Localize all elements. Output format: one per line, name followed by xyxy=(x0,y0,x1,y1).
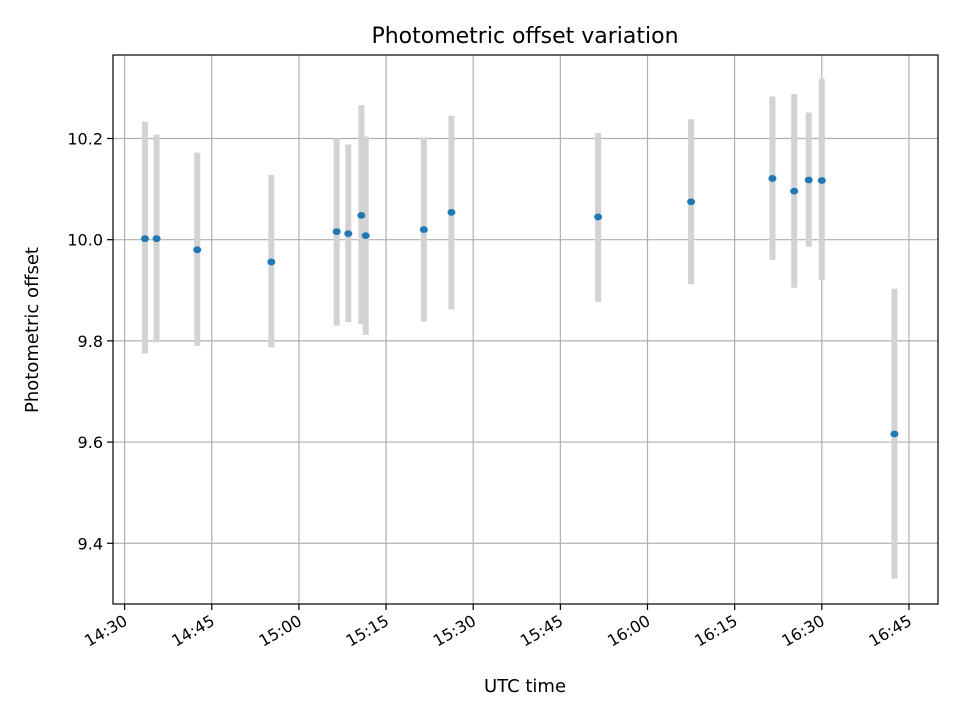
x-tick-label: 16:30 xyxy=(778,611,827,651)
data-point xyxy=(419,226,428,233)
y-tick-label: 10.0 xyxy=(67,231,103,250)
data-point xyxy=(193,246,202,254)
x-tick-label: 16:45 xyxy=(866,611,915,651)
x-tick-label: 16:15 xyxy=(691,611,740,651)
data-point xyxy=(140,235,149,243)
data-point xyxy=(357,211,366,219)
data-point xyxy=(152,235,161,243)
x-axis-title: UTC time xyxy=(484,676,566,697)
data-point xyxy=(687,198,696,206)
data-point xyxy=(447,208,456,216)
data-point xyxy=(267,258,276,266)
data-point xyxy=(361,232,370,240)
data-point xyxy=(332,228,341,235)
y-axis-title: Photometric offset xyxy=(22,247,43,413)
x-tick-label: 15:30 xyxy=(430,611,479,651)
x-tick-label: 15:00 xyxy=(255,611,304,651)
x-tick-label: 15:45 xyxy=(517,611,566,651)
data-points xyxy=(140,175,899,438)
x-axis-ticks: 14:30 14:45 15:00 15:15 15:30 15:45 16:00 16:15… xyxy=(81,604,915,651)
y-tick-label: 9.4 xyxy=(78,534,103,553)
error-bars xyxy=(141,78,898,579)
x-tick-label: 16:00 xyxy=(604,611,653,651)
data-point xyxy=(594,213,603,221)
grid xyxy=(113,55,938,604)
y-tick-label: 9.6 xyxy=(78,433,103,452)
chart-title: Photometric offset variation xyxy=(371,24,678,49)
x-tick-label: 14:30 xyxy=(81,611,130,651)
data-point xyxy=(890,430,899,438)
data-point xyxy=(344,230,353,238)
x-tick-label: 15:15 xyxy=(343,611,392,651)
data-point xyxy=(790,187,799,195)
y-tick-label: 9.8 xyxy=(78,332,103,351)
y-tick-label: 10.2 xyxy=(67,129,103,148)
data-point xyxy=(768,175,777,182)
data-point xyxy=(817,177,826,184)
y-axis-ticks: 9.4 9.6 9.8 10.0 10.2 xyxy=(67,129,113,553)
plot-frame xyxy=(112,54,939,605)
x-tick-label: 14:45 xyxy=(168,611,217,651)
data-point xyxy=(804,176,813,184)
